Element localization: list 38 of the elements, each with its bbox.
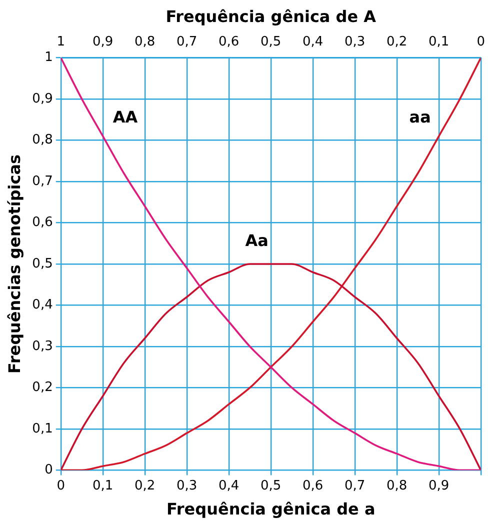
x-tick-label: 0,1	[92, 478, 114, 494]
series-label: AA	[112, 107, 138, 126]
y-axis-title: Frequências genotípicas	[4, 154, 24, 374]
x-tick-label: 0,2	[134, 478, 156, 494]
x-tick-label: 0,8	[386, 478, 408, 494]
x2-tick-label: 0,4	[302, 34, 324, 50]
x2-tick-label: 0,1	[428, 34, 450, 50]
x2-tick-label: 1	[56, 34, 66, 50]
y-tick-label: 1	[44, 50, 53, 66]
x2-tick-label: 0,6	[218, 34, 240, 50]
y-tick-label: 0,1	[32, 421, 53, 436]
x-tick-label: 0,4	[218, 478, 240, 494]
x-tick-label: 0,5	[260, 478, 282, 494]
y-tick-label: 0,3	[32, 338, 53, 354]
x2-tick-label: 0	[476, 34, 486, 50]
series-label: aa	[409, 107, 431, 126]
x-tick-label: 0	[56, 478, 66, 494]
x2-tick-label: 0,9	[92, 34, 114, 50]
y-tick-label: 0,9	[32, 91, 53, 106]
y-tick-label: 0,7	[32, 174, 53, 189]
x2-tick-label: 0,2	[386, 34, 408, 50]
x-tick-label: 0,3	[176, 478, 198, 494]
x2-axis-title: Frequência gênica de A	[166, 6, 377, 26]
x2-tick-label: 0,5	[260, 34, 282, 50]
x2-tick-label: 0,8	[134, 34, 156, 50]
y-tick-label: 0,2	[32, 380, 53, 396]
x-tick-label: 0,6	[302, 478, 324, 494]
x-tick-label: 0,7	[344, 478, 366, 494]
x2-tick-label: 0,3	[344, 34, 366, 50]
x-tick-label: 0,9	[428, 478, 450, 494]
y-tick-label: 0,4	[32, 298, 53, 313]
x-axis-title: Frequência gênica de a	[166, 500, 376, 519]
x2-tick-label: 0,7	[176, 34, 198, 50]
y-tick-label: 0	[44, 462, 53, 478]
y-tick-label: 0,8	[32, 132, 53, 148]
y-tick-label: 0,5	[32, 256, 53, 272]
series-label: Aa	[245, 231, 268, 250]
y-tick-label: 0,6	[32, 215, 53, 230]
